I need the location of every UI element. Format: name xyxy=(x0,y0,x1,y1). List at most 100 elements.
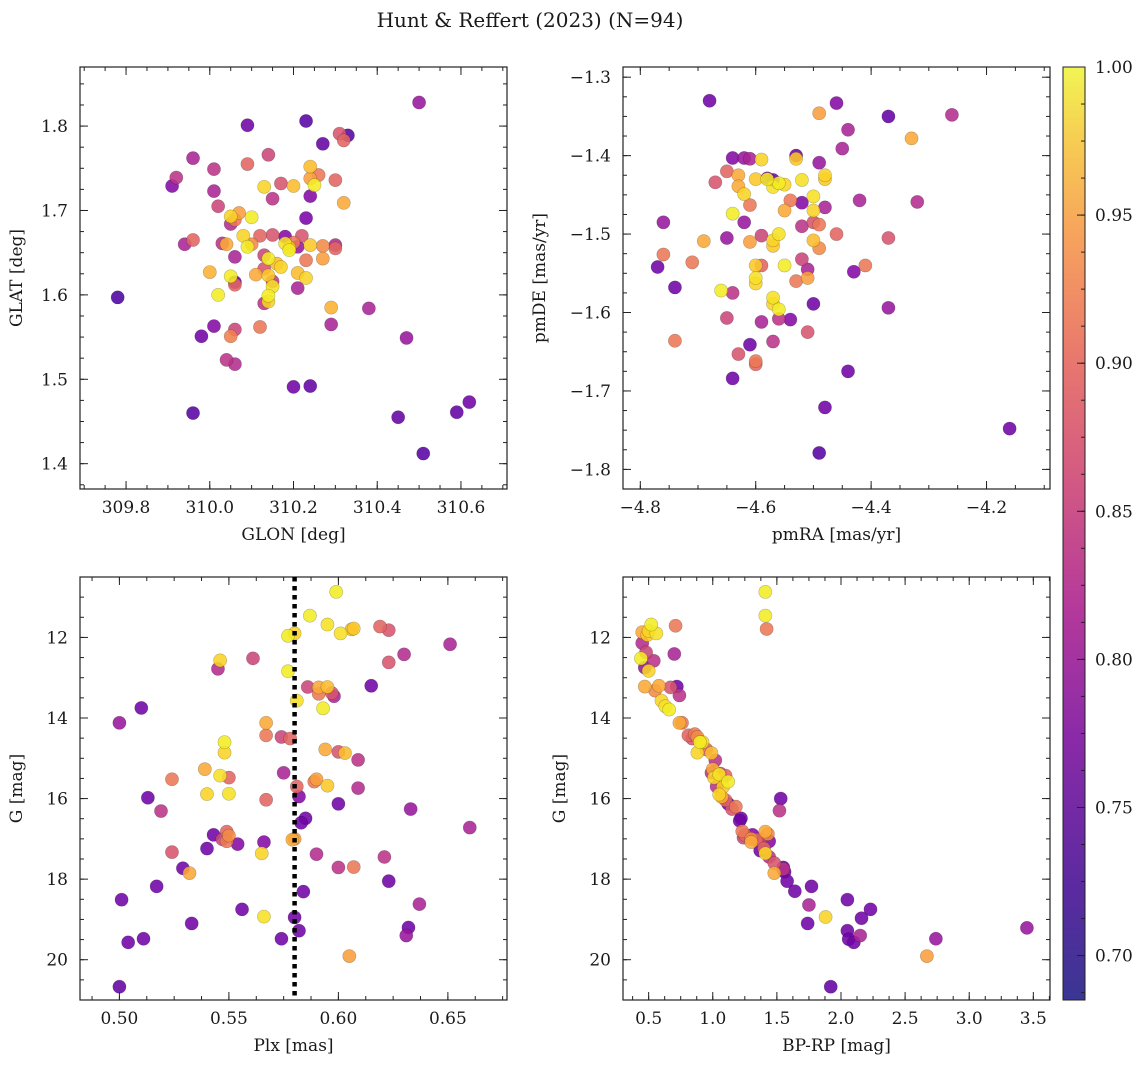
data-point xyxy=(945,107,959,122)
data-point xyxy=(324,317,339,332)
data-point xyxy=(222,786,236,801)
data-point xyxy=(766,290,780,305)
data-point xyxy=(265,191,280,206)
data-point xyxy=(211,199,226,214)
data-point xyxy=(112,715,127,730)
data-point xyxy=(773,791,788,806)
data-point xyxy=(276,765,291,780)
data-point xyxy=(165,772,179,787)
data-point xyxy=(315,251,330,266)
data-point xyxy=(282,243,297,258)
data-point xyxy=(652,678,666,693)
data-point xyxy=(265,228,280,242)
data-point xyxy=(672,715,687,730)
data-point xyxy=(743,151,757,166)
data-point xyxy=(259,715,274,730)
data-point xyxy=(338,746,352,760)
y-tick-label: 20 xyxy=(589,951,611,971)
data-point xyxy=(351,781,365,795)
data-point xyxy=(299,114,313,128)
y-tick-label: −1.3 xyxy=(570,68,611,88)
x-tick-label: 0.50 xyxy=(100,1009,138,1029)
data-point xyxy=(668,333,682,348)
data-point xyxy=(823,979,838,994)
data-point xyxy=(286,379,301,394)
data-point xyxy=(412,95,426,110)
data-point xyxy=(309,772,324,787)
x-tick-label: 2.5 xyxy=(892,1009,919,1029)
data-point xyxy=(818,200,832,215)
colorbar-tick-label: 0.85 xyxy=(1095,502,1133,522)
y-tick-label: −1.7 xyxy=(570,382,611,402)
axes-frame xyxy=(622,576,1051,1001)
x-tick-label: −4.6 xyxy=(735,498,776,518)
data-point xyxy=(259,792,274,807)
data-point xyxy=(213,768,228,783)
colorbar-tick-label: 0.70 xyxy=(1095,947,1133,967)
data-point xyxy=(257,909,271,924)
x-tick-label: 310.4 xyxy=(353,498,402,518)
data-point xyxy=(320,680,335,694)
data-point xyxy=(783,193,798,208)
data-point xyxy=(712,767,727,782)
colorbar-tick-label: 0.95 xyxy=(1095,206,1133,226)
data-point xyxy=(213,653,228,668)
data-point xyxy=(881,109,896,124)
data-point xyxy=(316,701,330,716)
y-tick-label: 1.7 xyxy=(41,201,68,221)
data-point xyxy=(261,251,276,266)
data-point xyxy=(140,790,155,805)
y-tick-label: 16 xyxy=(46,790,68,810)
data-point xyxy=(248,267,263,282)
data-point xyxy=(800,271,815,285)
data-point xyxy=(714,283,728,298)
data-point xyxy=(211,287,226,302)
data-point xyxy=(391,410,406,425)
data-point xyxy=(704,746,719,760)
data-point xyxy=(346,860,361,874)
data-point xyxy=(725,371,740,386)
data-point xyxy=(767,866,782,880)
data-point xyxy=(154,804,168,818)
data-point xyxy=(257,179,272,194)
data-point xyxy=(274,176,288,191)
data-point xyxy=(881,300,896,315)
data-point xyxy=(299,271,313,285)
y-tick-label: −1.5 xyxy=(570,225,611,245)
data-point xyxy=(780,874,795,889)
y-axis-label: pmDE [mas/yr] xyxy=(530,213,550,343)
data-point xyxy=(771,227,786,241)
data-point xyxy=(299,211,313,225)
colorbar-tick-label: 1.00 xyxy=(1095,58,1133,78)
x-tick-label: 3.5 xyxy=(1020,1009,1047,1029)
data-point xyxy=(644,617,659,632)
data-point xyxy=(806,189,821,204)
data-point xyxy=(320,778,335,793)
data-point xyxy=(841,364,855,379)
y-tick-label: 1.4 xyxy=(41,455,68,475)
data-point xyxy=(219,237,234,252)
data-point xyxy=(758,824,773,839)
data-point xyxy=(852,193,867,208)
panel-plx-g: 0.50 0.55 0.60 0.65 12 14 16 18 20 Plx [mas] G [ma… xyxy=(7,576,508,1056)
data-point xyxy=(443,637,457,652)
data-point xyxy=(758,846,773,861)
data-point xyxy=(794,219,809,234)
data-point xyxy=(336,133,351,148)
data-point xyxy=(261,147,276,162)
data-point xyxy=(200,841,214,856)
data-point xyxy=(329,585,344,599)
data-point xyxy=(748,354,763,369)
data-point xyxy=(758,608,773,623)
data-point xyxy=(920,949,934,963)
data-point xyxy=(346,621,361,636)
data-point xyxy=(731,347,746,361)
data-point xyxy=(725,151,740,165)
data-point xyxy=(928,931,943,946)
data-point xyxy=(331,796,346,811)
data-point xyxy=(771,302,786,317)
data-point xyxy=(737,187,752,201)
data-point xyxy=(806,233,821,248)
data-point xyxy=(708,175,723,190)
x-tick-label: 0.55 xyxy=(210,1009,248,1029)
